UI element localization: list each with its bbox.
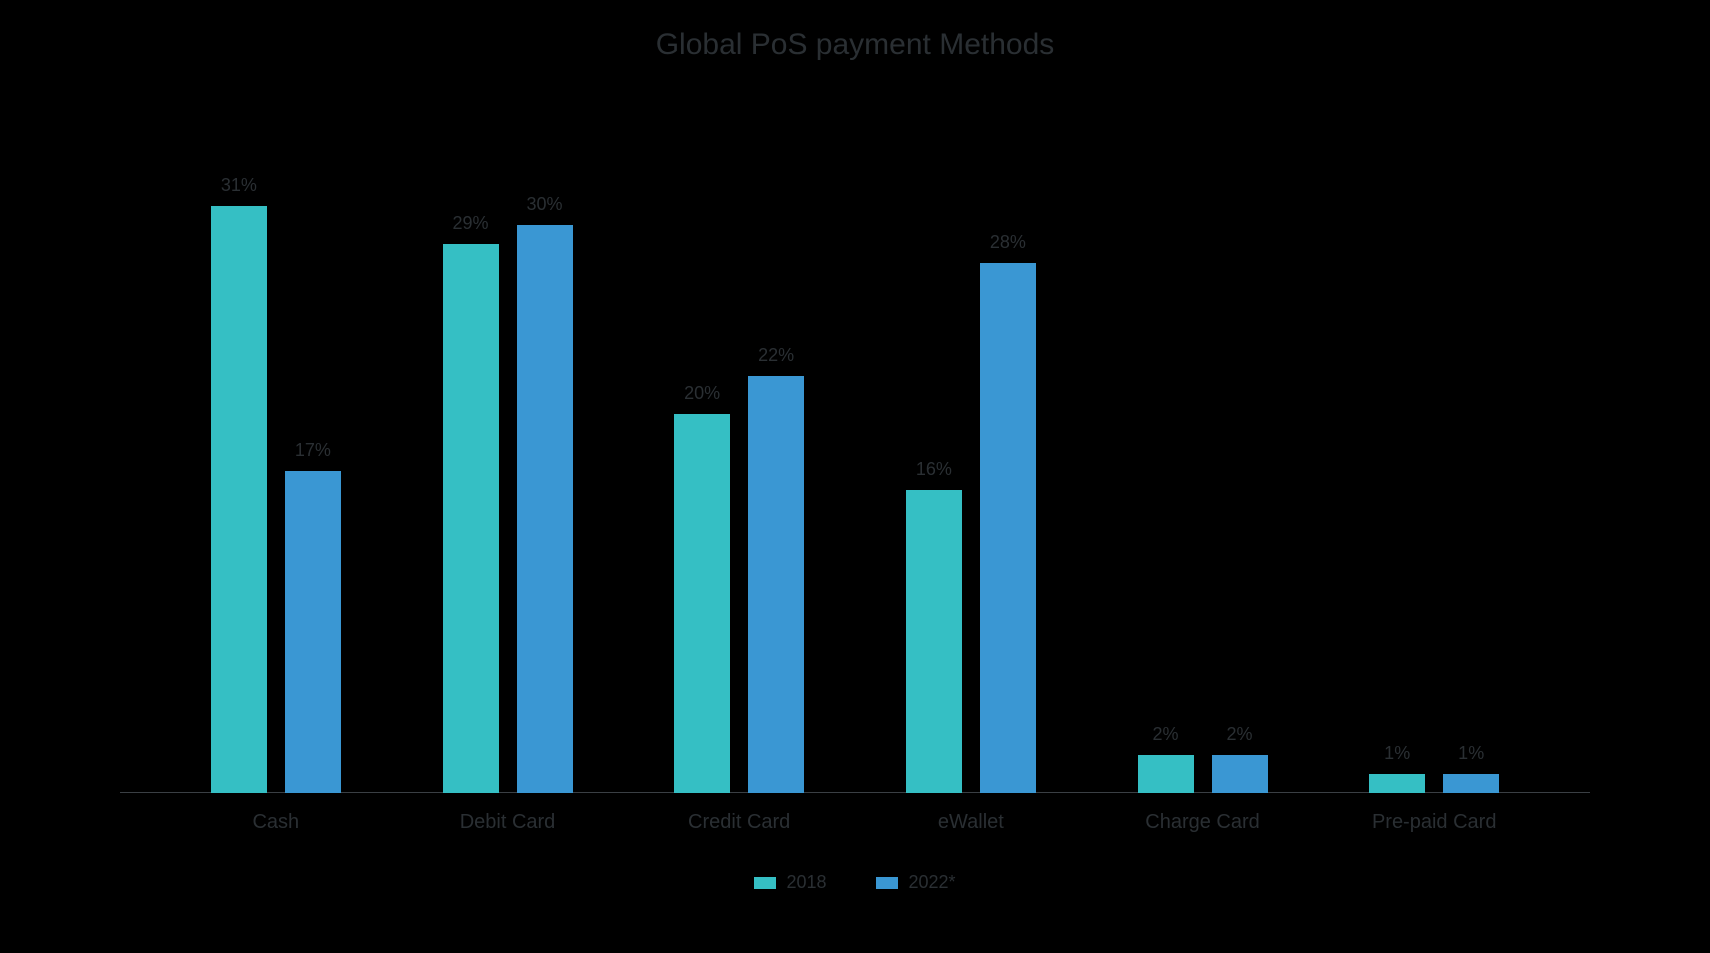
category-label: Charge Card: [1087, 811, 1319, 834]
bar: 31%: [211, 130, 267, 793]
bar-value-label: 31%: [221, 175, 257, 196]
category-label: Pre-paid Card: [1318, 811, 1550, 834]
bar-group: 29%30%Debit Card: [392, 130, 624, 793]
bar-value-label: 1%: [1458, 743, 1484, 764]
category-label: eWallet: [855, 811, 1087, 834]
bar: 17%: [285, 130, 341, 793]
bar: 28%: [980, 130, 1036, 793]
bar-fill: 1%: [1369, 774, 1425, 793]
bar-group: 31%17%Cash: [160, 130, 392, 793]
bar-value-label: 28%: [990, 232, 1026, 253]
bar-value-label: 1%: [1384, 743, 1410, 764]
bar-fill: 28%: [980, 263, 1036, 793]
plot-area: 31%17%Cash29%30%Debit Card20%22%Credit C…: [120, 130, 1590, 793]
bar: 30%: [517, 130, 573, 793]
chart-title: Global PoS payment Methods: [0, 28, 1710, 62]
bar-group: 2%2%Charge Card: [1087, 130, 1319, 793]
bar: 1%: [1369, 130, 1425, 793]
bar: 22%: [748, 130, 804, 793]
bar-value-label: 20%: [684, 383, 720, 404]
bar-fill: 2%: [1212, 755, 1268, 793]
bar-group: 16%28%eWallet: [855, 130, 1087, 793]
bar-value-label: 22%: [758, 345, 794, 366]
category-label: Credit Card: [623, 811, 855, 834]
bar-fill: 22%: [748, 376, 804, 793]
legend-item: 2022*: [876, 872, 955, 893]
bar-group: 20%22%Credit Card: [623, 130, 855, 793]
legend-label: 2022*: [908, 872, 955, 893]
bar-fill: 31%: [211, 206, 267, 793]
bar: 20%: [674, 130, 730, 793]
legend-label: 2018: [786, 872, 826, 893]
legend-item: 2018: [754, 872, 826, 893]
bar-fill: 29%: [443, 244, 499, 793]
bar-fill: 16%: [906, 490, 962, 793]
bar: 2%: [1212, 130, 1268, 793]
bar-value-label: 17%: [295, 440, 331, 461]
bar-fill: 1%: [1443, 774, 1499, 793]
bar-group: 1%1%Pre-paid Card: [1318, 130, 1550, 793]
legend-swatch: [754, 877, 776, 889]
bar-value-label: 29%: [452, 213, 488, 234]
legend: 2018 2022*: [0, 872, 1710, 893]
bar-groups: 31%17%Cash29%30%Debit Card20%22%Credit C…: [160, 130, 1550, 793]
bar: 1%: [1443, 130, 1499, 793]
category-label: Debit Card: [392, 811, 624, 834]
bar: 2%: [1138, 130, 1194, 793]
bar-fill: 20%: [674, 414, 730, 793]
bar: 16%: [906, 130, 962, 793]
bar-value-label: 16%: [916, 459, 952, 480]
bar-fill: 2%: [1138, 755, 1194, 793]
bar-value-label: 2%: [1153, 724, 1179, 745]
legend-swatch: [876, 877, 898, 889]
bar: 29%: [443, 130, 499, 793]
category-label: Cash: [160, 811, 392, 834]
bar-value-label: 30%: [526, 194, 562, 215]
bar-value-label: 2%: [1227, 724, 1253, 745]
bar-fill: 17%: [285, 471, 341, 793]
chart-container: Global PoS payment Methods 31% 17% Cash 29%…: [0, 0, 1710, 953]
bar-fill: 30%: [517, 225, 573, 793]
